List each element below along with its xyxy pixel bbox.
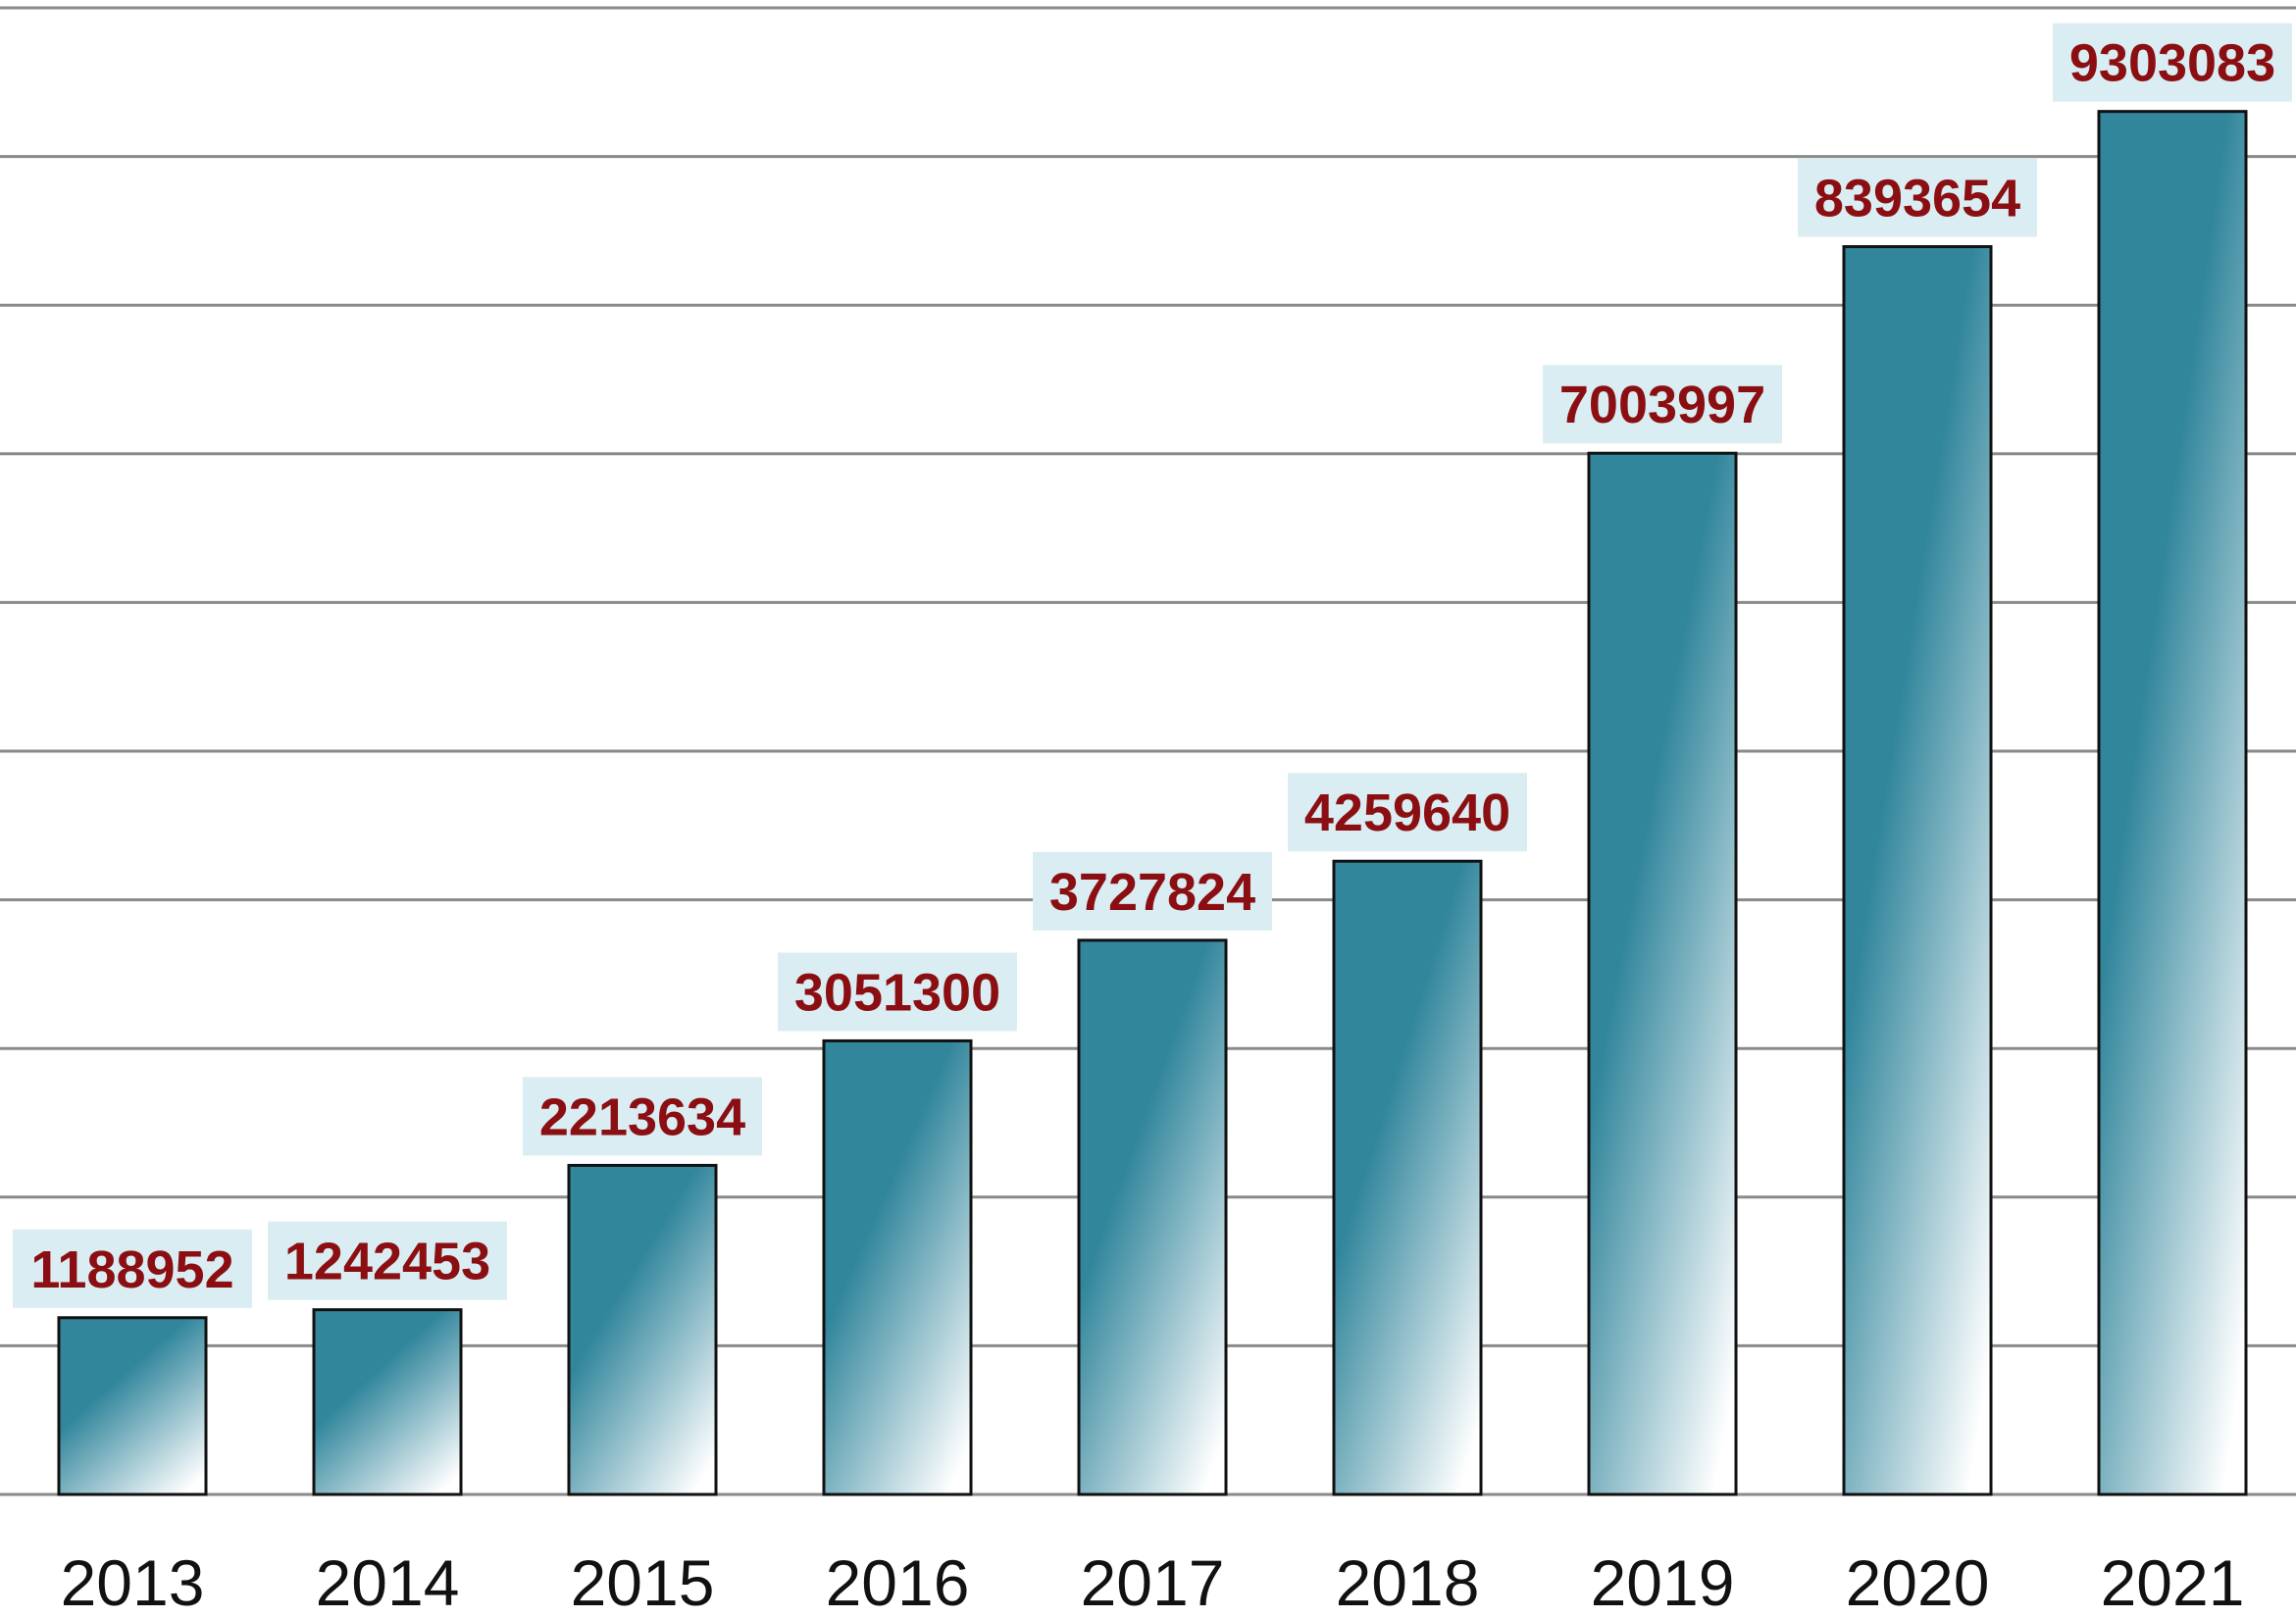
data-label-2018: 4259640 <box>1304 784 1510 842</box>
x-tick-label-2018: 2018 <box>1336 1546 1480 1618</box>
data-label-2013: 1188952 <box>30 1240 233 1299</box>
data-label-2017: 3727824 <box>1049 863 1255 922</box>
bar-2019 <box>1587 451 1738 1496</box>
bar-2013 <box>57 1316 208 1496</box>
data-label-background <box>1798 158 2037 237</box>
data-label-background <box>1543 365 1782 444</box>
data-label-background <box>523 1077 762 1156</box>
x-axis-tick-labels: 2013 2014 2015 2016 2017 2018 2019 2020 2021 <box>61 1546 2245 1618</box>
data-label-2019: 7003997 <box>1559 376 1765 434</box>
bar-2014 <box>312 1308 463 1496</box>
x-tick-label-2016: 2016 <box>826 1546 970 1618</box>
data-label-background <box>1288 773 1527 852</box>
bars <box>57 110 2248 1496</box>
data-label-2014: 1242453 <box>284 1233 490 1291</box>
data-label-2016: 3051300 <box>794 963 1000 1022</box>
data-label-2020: 8393654 <box>1814 170 2020 228</box>
data-labels: 1188952 1242453 2213634 3051300 3727824 42596… <box>13 23 2292 1308</box>
x-tick-label-2015: 2015 <box>571 1546 715 1618</box>
x-tick-label-2021: 2021 <box>2101 1546 2245 1618</box>
bar-2017 <box>1077 938 1228 1496</box>
data-label-2015: 2213634 <box>539 1087 745 1146</box>
data-label-background <box>778 952 1017 1032</box>
x-tick-label-2019: 2019 <box>1591 1546 1735 1618</box>
data-label-background <box>268 1221 507 1300</box>
data-label-2021: 9303083 <box>2069 34 2275 93</box>
bar-2015 <box>567 1163 718 1496</box>
bar-2018 <box>1332 859 1483 1496</box>
x-tick-label-2017: 2017 <box>1081 1546 1225 1618</box>
x-tick-label-2014: 2014 <box>316 1546 460 1618</box>
data-label-background <box>1033 851 1272 931</box>
data-label-background <box>13 1229 252 1308</box>
bar-2020 <box>1842 245 1993 1496</box>
data-label-background <box>2053 23 2292 102</box>
bar-2021 <box>2097 110 2248 1496</box>
x-tick-label-2020: 2020 <box>1846 1546 1990 1618</box>
bar-2016 <box>822 1038 973 1496</box>
x-tick-label-2013: 2013 <box>61 1546 205 1618</box>
